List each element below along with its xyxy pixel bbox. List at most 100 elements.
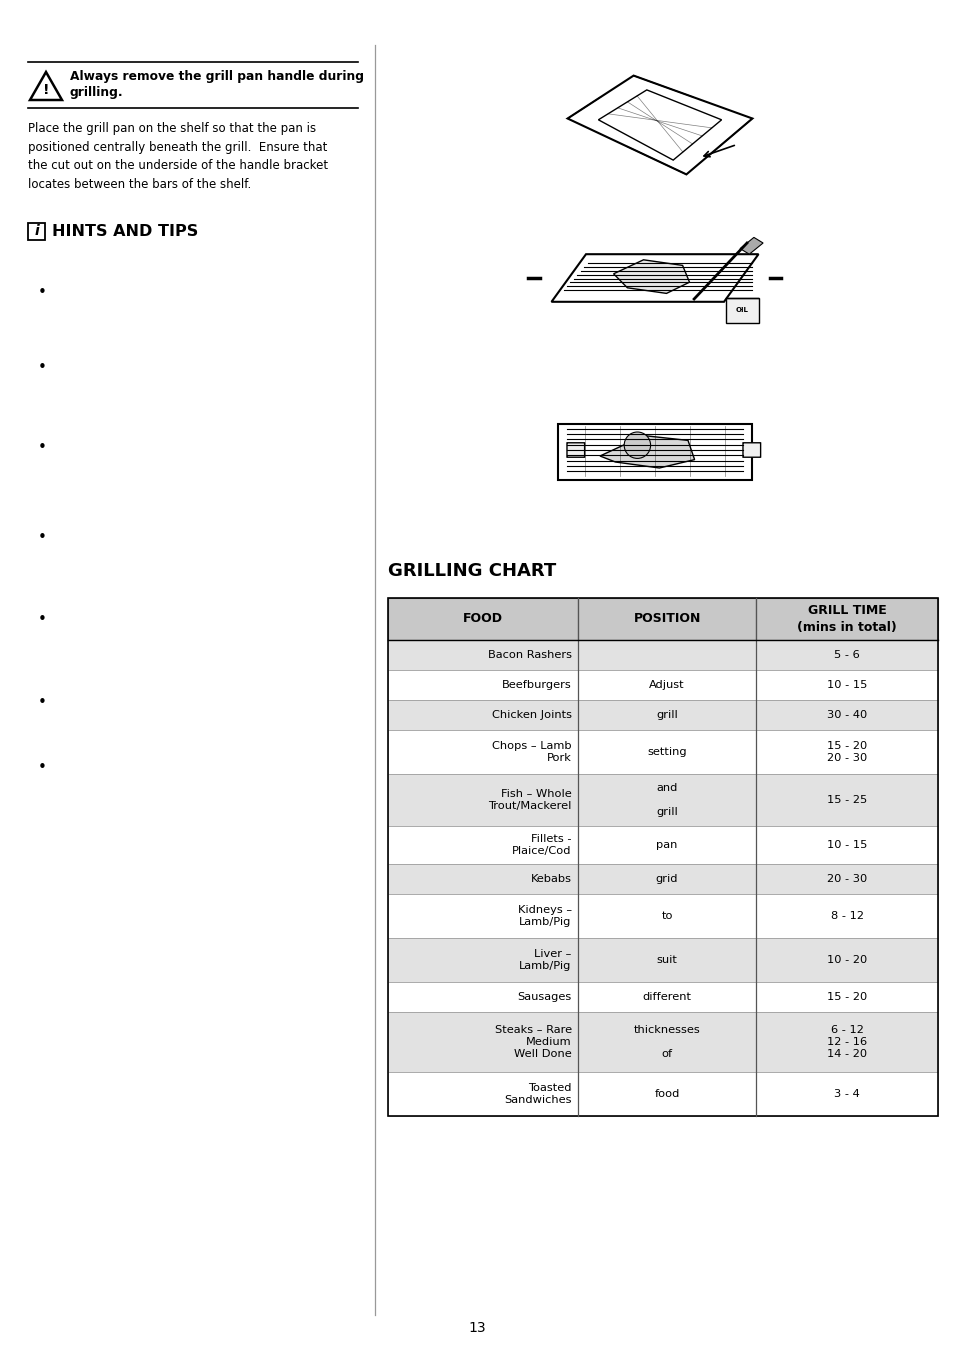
FancyBboxPatch shape (756, 1012, 937, 1071)
Text: •: • (37, 530, 47, 544)
FancyBboxPatch shape (756, 598, 937, 640)
Text: GRILLING CHART: GRILLING CHART (388, 562, 556, 580)
FancyBboxPatch shape (388, 865, 578, 894)
Text: i: i (34, 224, 39, 238)
FancyBboxPatch shape (756, 774, 937, 825)
FancyBboxPatch shape (756, 825, 937, 865)
FancyBboxPatch shape (578, 1012, 756, 1071)
Text: 30 - 40: 30 - 40 (826, 711, 866, 720)
Text: Sausages: Sausages (517, 992, 571, 1002)
Text: OIL: OIL (735, 307, 748, 313)
Text: •: • (37, 285, 47, 300)
Circle shape (623, 432, 650, 458)
Text: Adjust: Adjust (649, 680, 684, 690)
Text: •: • (37, 612, 47, 627)
FancyBboxPatch shape (756, 865, 937, 894)
Polygon shape (740, 238, 762, 254)
Text: different: different (642, 992, 691, 1002)
Text: POSITION: POSITION (633, 612, 700, 626)
FancyBboxPatch shape (388, 598, 578, 640)
FancyBboxPatch shape (578, 865, 756, 894)
FancyBboxPatch shape (756, 894, 937, 938)
Polygon shape (599, 435, 694, 467)
FancyBboxPatch shape (578, 774, 756, 825)
Text: Kidneys –
Lamb/Pig: Kidneys – Lamb/Pig (517, 905, 571, 927)
FancyBboxPatch shape (742, 443, 760, 457)
FancyBboxPatch shape (756, 640, 937, 670)
Text: Bacon Rashers: Bacon Rashers (487, 650, 571, 661)
Text: HINTS AND TIPS: HINTS AND TIPS (52, 224, 198, 239)
Text: suit: suit (656, 955, 677, 965)
Text: grid: grid (655, 874, 678, 884)
FancyBboxPatch shape (388, 670, 578, 700)
Text: Toasted
Sandwiches: Toasted Sandwiches (504, 1082, 571, 1105)
Text: 5 - 6: 5 - 6 (834, 650, 860, 661)
Text: food: food (654, 1089, 679, 1098)
FancyBboxPatch shape (756, 670, 937, 700)
FancyBboxPatch shape (388, 1012, 578, 1071)
FancyBboxPatch shape (756, 938, 937, 982)
FancyBboxPatch shape (388, 774, 578, 825)
FancyBboxPatch shape (388, 938, 578, 982)
Text: •: • (37, 761, 47, 775)
FancyBboxPatch shape (578, 982, 756, 1012)
Text: •: • (37, 440, 47, 455)
Text: setting: setting (647, 747, 686, 757)
FancyBboxPatch shape (578, 825, 756, 865)
Text: •: • (37, 359, 47, 376)
FancyBboxPatch shape (388, 700, 578, 730)
Text: 13: 13 (468, 1321, 485, 1335)
Text: grilling.: grilling. (70, 86, 124, 99)
FancyBboxPatch shape (388, 1071, 578, 1116)
Text: 15 - 20: 15 - 20 (826, 992, 866, 1002)
FancyBboxPatch shape (566, 443, 584, 457)
FancyBboxPatch shape (578, 1071, 756, 1116)
Text: Always remove the grill pan handle during: Always remove the grill pan handle durin… (70, 70, 364, 82)
FancyBboxPatch shape (578, 894, 756, 938)
FancyBboxPatch shape (388, 730, 578, 774)
FancyBboxPatch shape (578, 598, 756, 640)
FancyBboxPatch shape (756, 982, 937, 1012)
Text: 8 - 12: 8 - 12 (830, 911, 862, 921)
Text: •: • (37, 694, 47, 711)
Text: 15 - 25: 15 - 25 (826, 794, 866, 805)
FancyBboxPatch shape (578, 938, 756, 982)
Text: 20 - 30: 20 - 30 (826, 874, 866, 884)
Polygon shape (613, 259, 689, 293)
Text: 15 - 20
20 - 30: 15 - 20 20 - 30 (826, 740, 866, 763)
FancyBboxPatch shape (725, 297, 758, 323)
Text: to: to (660, 911, 672, 921)
Text: !: ! (43, 82, 50, 97)
Text: Beefburgers: Beefburgers (501, 680, 571, 690)
FancyBboxPatch shape (756, 1071, 937, 1116)
Text: 10 - 15: 10 - 15 (826, 840, 866, 850)
FancyBboxPatch shape (578, 730, 756, 774)
Text: GRILL TIME
(mins in total): GRILL TIME (mins in total) (797, 604, 896, 634)
Text: thicknesses

of: thicknesses of (633, 1024, 700, 1059)
Text: Kebabs: Kebabs (530, 874, 571, 884)
Text: Chops – Lamb
Pork: Chops – Lamb Pork (492, 740, 571, 763)
FancyBboxPatch shape (28, 223, 45, 240)
FancyBboxPatch shape (578, 700, 756, 730)
Text: FOOD: FOOD (462, 612, 502, 626)
Text: Place the grill pan on the shelf so that the pan is
positioned centrally beneath: Place the grill pan on the shelf so that… (28, 122, 328, 190)
Text: grill: grill (656, 711, 678, 720)
Text: pan: pan (656, 840, 677, 850)
FancyBboxPatch shape (578, 670, 756, 700)
Text: Fish – Whole
Trout/Mackerel: Fish – Whole Trout/Mackerel (488, 789, 571, 811)
FancyBboxPatch shape (388, 640, 578, 670)
Text: Chicken Joints: Chicken Joints (491, 711, 571, 720)
Text: 6 - 12
12 - 16
14 - 20: 6 - 12 12 - 16 14 - 20 (826, 1024, 866, 1059)
FancyBboxPatch shape (388, 825, 578, 865)
Text: Steaks – Rare
Medium
Well Done: Steaks – Rare Medium Well Done (494, 1024, 571, 1059)
Text: 3 - 4: 3 - 4 (834, 1089, 860, 1098)
Text: Liver –
Lamb/Pig: Liver – Lamb/Pig (518, 948, 571, 971)
FancyBboxPatch shape (756, 700, 937, 730)
FancyBboxPatch shape (388, 894, 578, 938)
FancyBboxPatch shape (578, 640, 756, 670)
Text: 10 - 20: 10 - 20 (826, 955, 866, 965)
FancyBboxPatch shape (388, 982, 578, 1012)
Text: Fillets -
Plaice/Cod: Fillets - Plaice/Cod (512, 834, 571, 857)
FancyBboxPatch shape (756, 730, 937, 774)
Text: 10 - 15: 10 - 15 (826, 680, 866, 690)
